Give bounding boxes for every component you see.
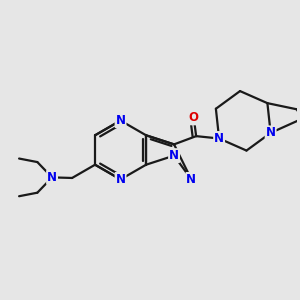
Text: N: N (116, 114, 126, 127)
Text: N: N (186, 173, 197, 186)
Text: N: N (47, 171, 57, 184)
Text: N: N (116, 173, 126, 186)
Text: N: N (214, 132, 224, 145)
Text: O: O (189, 111, 199, 124)
Text: N: N (266, 126, 276, 140)
Text: N: N (169, 149, 179, 162)
